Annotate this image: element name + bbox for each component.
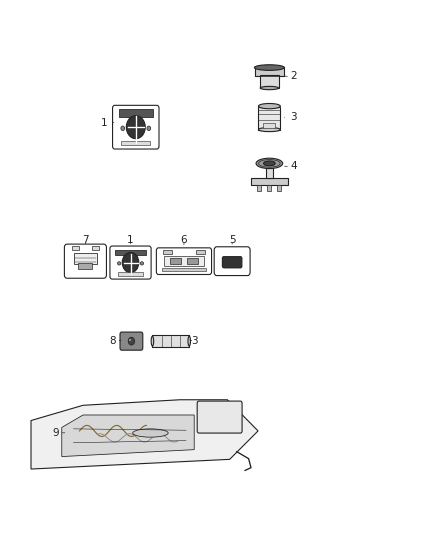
Text: 1: 1 [101,118,114,127]
FancyBboxPatch shape [223,257,242,268]
FancyBboxPatch shape [277,184,281,191]
FancyBboxPatch shape [258,107,280,130]
FancyBboxPatch shape [255,67,283,76]
FancyBboxPatch shape [260,75,279,88]
FancyBboxPatch shape [116,249,145,255]
Ellipse shape [264,161,275,166]
FancyBboxPatch shape [72,246,78,250]
FancyBboxPatch shape [214,247,250,276]
Ellipse shape [151,336,154,346]
Text: 3: 3 [284,112,297,122]
Circle shape [128,337,134,345]
Circle shape [126,116,145,139]
FancyBboxPatch shape [162,268,205,271]
Text: 8: 8 [110,336,121,345]
FancyBboxPatch shape [197,401,242,433]
Ellipse shape [258,127,280,132]
Ellipse shape [188,336,191,346]
Ellipse shape [260,86,279,90]
FancyBboxPatch shape [164,256,204,266]
FancyBboxPatch shape [163,250,172,254]
FancyBboxPatch shape [170,259,181,264]
Text: 1: 1 [127,235,134,245]
FancyBboxPatch shape [196,250,205,254]
Ellipse shape [121,126,125,131]
FancyBboxPatch shape [119,109,153,117]
FancyBboxPatch shape [152,335,189,347]
Text: 2: 2 [285,71,297,81]
Text: 5: 5 [229,235,236,245]
FancyBboxPatch shape [113,106,159,149]
Circle shape [122,253,139,273]
Ellipse shape [140,262,144,265]
Ellipse shape [256,158,283,168]
FancyBboxPatch shape [78,263,92,270]
FancyBboxPatch shape [258,184,261,191]
Text: 9: 9 [53,428,65,438]
FancyBboxPatch shape [187,259,198,264]
Polygon shape [62,415,194,457]
FancyBboxPatch shape [263,123,276,128]
FancyBboxPatch shape [74,253,97,264]
FancyBboxPatch shape [120,332,143,350]
FancyBboxPatch shape [251,178,288,185]
FancyBboxPatch shape [266,165,273,178]
Ellipse shape [147,126,151,131]
Text: 7: 7 [82,235,89,245]
FancyBboxPatch shape [110,246,151,279]
FancyBboxPatch shape [118,272,143,276]
Polygon shape [31,400,258,469]
Text: 4: 4 [285,161,297,171]
Ellipse shape [258,103,280,109]
Text: 6: 6 [180,235,187,245]
FancyBboxPatch shape [64,244,106,278]
Text: 3: 3 [190,336,198,345]
FancyBboxPatch shape [92,246,99,250]
FancyBboxPatch shape [156,248,212,274]
FancyBboxPatch shape [121,141,151,145]
Circle shape [129,339,131,341]
FancyBboxPatch shape [267,184,272,191]
Ellipse shape [133,429,168,437]
Ellipse shape [117,262,121,265]
Ellipse shape [254,64,284,70]
